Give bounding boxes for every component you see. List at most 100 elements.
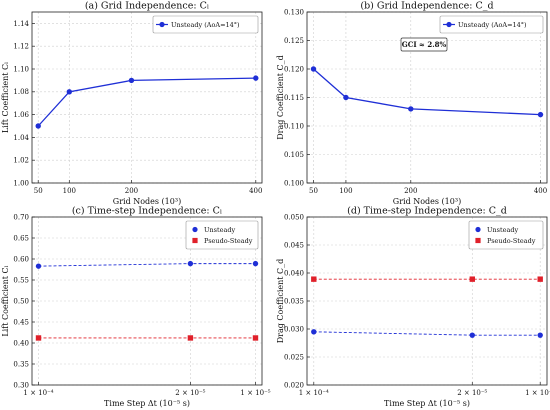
data-point (187, 335, 194, 341)
data-point (311, 276, 317, 282)
x-axis-label: Time Step Δt (10⁻⁵ s) (384, 399, 470, 408)
legend-frame (152, 15, 259, 34)
data-point (35, 123, 41, 129)
y-tick-label: 0.110 (284, 122, 304, 130)
annotation-box (400, 37, 448, 52)
legend-marker (159, 21, 165, 28)
data-point (252, 260, 259, 267)
y-axis-label: Lift Coefficient Cₗ (1, 62, 10, 133)
x-tick-label: 100 (63, 187, 76, 195)
panel-a: 1.00 1.02 1.04 1.06 1.08 1.10 1.12 1.14 50 100 200… (1, 1, 262, 207)
data-point (537, 276, 543, 282)
legend-label: Pseudo-Steady (204, 237, 253, 245)
legend: Unsteady (AoA=14°) (152, 15, 259, 34)
x-axis-label: Time Step Δt (10⁻⁵ s) (104, 399, 190, 408)
y-tick-label: 0.125 (284, 37, 304, 45)
legend-label: Unsteady (AoA=14°) (171, 21, 240, 29)
y-tick-label: 0.040 (284, 269, 304, 277)
y-tick-label: 0.35 (13, 360, 29, 368)
panel-title: (a) Grid Independence: Cₗ (85, 1, 209, 12)
x-tick-label: 50 (309, 187, 318, 195)
x-tick-label: 100 (339, 187, 352, 195)
y-tick-label: 0.050 (284, 213, 304, 221)
data-point (469, 276, 475, 282)
annotation-text: GCI ≈ 2.8% (402, 40, 447, 49)
series-line-0 (37, 77, 256, 127)
y-tick-label: 0.025 (284, 353, 304, 361)
y-tick-label: 1.00 (13, 179, 29, 187)
legend-marker (475, 237, 481, 244)
legend-label: Unsteady (204, 226, 235, 234)
y-tick-label: 0.045 (284, 241, 304, 249)
panel-d: 0.020 0.025 0.030 0.035 0.040 0.045 0.050 1 × 1… (276, 206, 550, 409)
legend: Unsteady (AoA=14°) (439, 15, 544, 34)
data-point (253, 75, 259, 81)
data-point (343, 94, 349, 101)
y-axis-label: Drag Coefficient C_d (276, 55, 285, 140)
y-tick-label: 1.02 (13, 157, 29, 165)
y-tick-label: 0.020 (284, 381, 304, 389)
legend-label: Unsteady (487, 226, 518, 234)
y-tick-label: 0.65 (13, 234, 29, 242)
x-tick-label: 200 (404, 187, 417, 195)
x-tick-label: 2 × 10⁻⁵ (457, 389, 487, 397)
legend: Unsteady Pseudo-Steady (468, 220, 544, 250)
y-tick-label: 0.130 (284, 8, 304, 16)
legend-frame (468, 220, 544, 250)
series-line-0 (313, 68, 541, 116)
y-tick-label: 1.10 (13, 65, 29, 73)
legend-frame (185, 220, 259, 250)
series-line-0 (313, 331, 541, 336)
panel-title: (c) Time-step Independence: Cₗ (72, 206, 222, 217)
panel-title: (d) Time-step Independence: C_d (347, 206, 507, 217)
x-tick-label: 50 (34, 187, 43, 195)
data-point (252, 335, 259, 341)
data-point (408, 106, 414, 112)
y-tick-label: 0.50 (13, 297, 29, 305)
x-axis-label: Grid Nodes (10³) (113, 197, 181, 206)
data-point (310, 66, 317, 72)
legend-frame (439, 15, 544, 34)
plot-area-frame (31, 11, 263, 184)
series-line-0 (38, 263, 256, 267)
x-tick-label: 400 (249, 187, 262, 195)
panel-title: (b) Grid Independence: C_d (360, 1, 493, 12)
y-tick-label: 1.08 (13, 88, 29, 96)
y-tick-label: 1.12 (13, 43, 29, 51)
y-tick-label: 0.45 (13, 318, 29, 326)
legend-marker (192, 237, 198, 244)
legend-label: Pseudo-Steady (487, 237, 536, 245)
panel-c: 0.30 0.35 0.40 0.45 0.50 0.55 0.60 0.65 0.70 1 × … (1, 206, 271, 409)
y-tick-label: 0.115 (284, 94, 304, 102)
data-point (66, 89, 72, 95)
y-tick-label: 0.120 (284, 65, 304, 73)
legend-marker (475, 226, 481, 233)
x-axis-label: Grid Nodes (10³) (393, 197, 461, 206)
x-tick-label: 400 (534, 187, 547, 195)
legend-marker (446, 21, 452, 28)
y-tick-label: 0.100 (284, 179, 304, 187)
y-tick-label: 0.030 (284, 325, 304, 333)
y-tick-label: 0.55 (13, 276, 29, 284)
panel-b: 0.100 0.105 0.110 0.115 0.120 0.125 0.130 50 100… (276, 1, 548, 206)
x-tick-label: 1 × 10⁻⁴ (299, 389, 329, 397)
y-axis-label: Drag Coefficient C_d (276, 259, 285, 344)
y-tick-label: 1.14 (13, 20, 29, 28)
y-axis-label: Lift Coefficient Cₗ (1, 265, 10, 336)
data-point (469, 332, 475, 338)
data-point (128, 77, 135, 84)
data-point (35, 263, 42, 269)
y-tick-label: 0.40 (13, 339, 29, 347)
y-tick-label: 0.105 (284, 151, 304, 159)
y-tick-label: 1.06 (13, 111, 29, 119)
x-tick-label: 1 × 10⁻⁵ (240, 389, 270, 397)
x-tick-label: 200 (125, 187, 138, 195)
data-point (537, 111, 544, 118)
x-tick-label: 2 × 10⁻⁵ (175, 389, 205, 397)
y-tick-label: 0.30 (13, 381, 29, 389)
y-tick-label: 0.70 (13, 213, 29, 221)
y-tick-label: 1.04 (13, 134, 29, 142)
y-tick-label: 0.60 (13, 255, 29, 263)
x-tick-label: 1 × 10⁻⁴ (23, 389, 53, 397)
